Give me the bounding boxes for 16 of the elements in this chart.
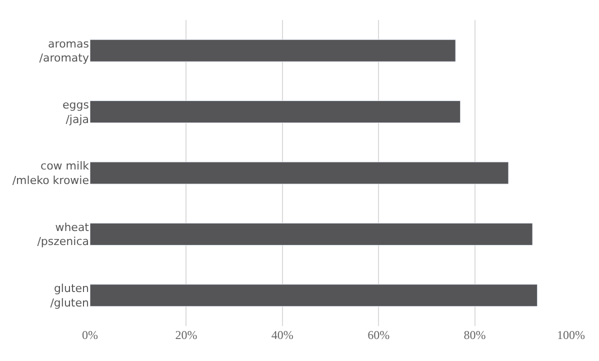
bar [90,39,456,62]
x-tick-label: 20% [175,328,198,342]
x-tick-label: 40% [271,328,294,342]
x-tick-label: 60% [368,328,390,342]
x-tick-label: 100% [557,328,585,342]
y-tick-label: aromas /aromaty [39,37,90,65]
bar [90,100,461,124]
bar [90,222,533,246]
y-tick-label: wheat /pszenica [37,220,90,248]
y-tick-label: gluten /gluten [50,282,90,310]
x-tick-label: 0% [82,328,98,342]
bar [90,284,538,307]
bar [90,162,509,184]
y-tick-label: cow milk /mleko krowie [12,160,90,187]
x-tick-label: 80% [464,328,486,342]
y-tick-label: eggs /jaja [62,98,90,126]
